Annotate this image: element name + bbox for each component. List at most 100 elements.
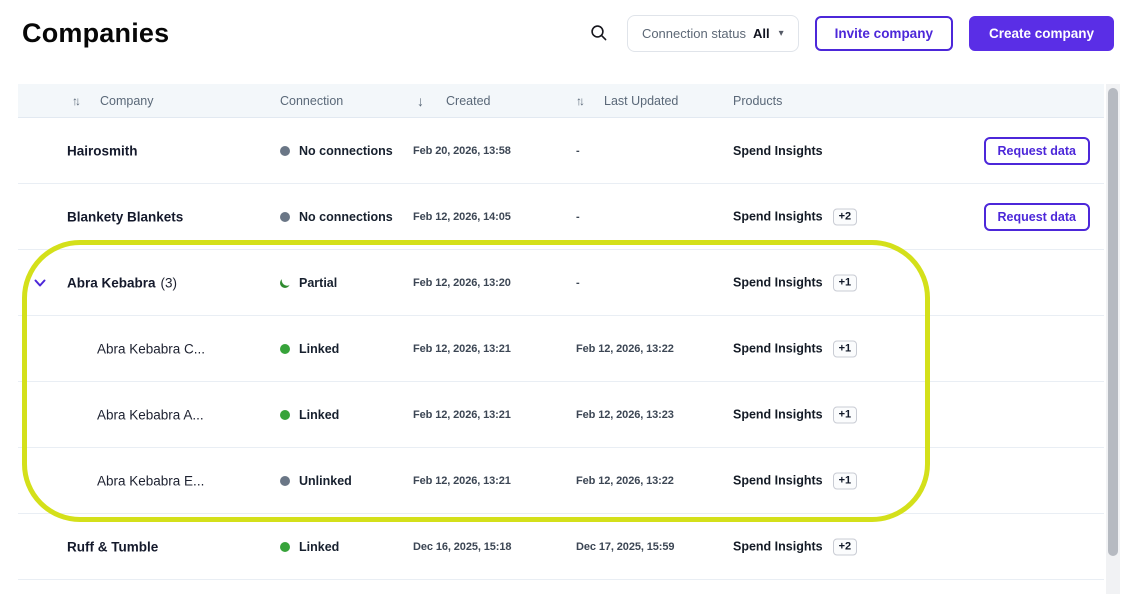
table-body: Hairosmith No connections Feb 20, 2026, …	[18, 118, 1104, 580]
created-date: Feb 12, 2026, 13:21	[413, 474, 511, 487]
last-updated-date: Feb 12, 2026, 13:23	[576, 408, 674, 421]
last-updated-date: -	[576, 276, 580, 289]
page-title: Companies	[22, 17, 170, 48]
product-name: Spend Insights	[733, 209, 823, 224]
created-date: Feb 12, 2026, 13:20	[413, 276, 511, 289]
search-button[interactable]	[587, 21, 611, 45]
company-name: Blankety Blankets	[67, 209, 184, 224]
products-cell: Spend Insights +1	[733, 340, 858, 357]
scrollbar-thumb[interactable]	[1108, 88, 1118, 556]
request-data-button[interactable]: Request data	[983, 136, 1090, 165]
company-name-cell: Abra Kebabra C...	[97, 341, 205, 356]
product-name: Spend Insights	[733, 341, 823, 356]
status-dot-icon	[280, 475, 290, 486]
table-header: ↑↓ Company Connection ↓ Created ↑↓ Last …	[18, 84, 1104, 118]
company-name: Abra Kebabra	[67, 275, 156, 290]
invite-company-button[interactable]: Invite company	[814, 15, 953, 51]
company-name: Hairosmith	[67, 143, 138, 158]
scrollbar[interactable]: ▲	[1106, 84, 1120, 594]
connection-status: Linked	[299, 539, 340, 554]
table-row[interactable]: Abra Kebabra E... Unlinked Feb 12, 2026,…	[18, 448, 1104, 514]
action-cell: Request data	[983, 202, 1090, 231]
products-cell: Spend Insights +1	[733, 472, 858, 489]
table-row[interactable]: Abra Kebabra C... Linked Feb 12, 2026, 1…	[18, 316, 1104, 382]
connection-cell: No connections	[280, 144, 393, 158]
company-name: Abra Kebabra C...	[97, 341, 206, 356]
status-dot-icon	[280, 343, 290, 354]
connection-status-filter[interactable]: Connection status All ▾	[626, 14, 799, 52]
connection-status: No connections	[299, 209, 393, 224]
request-data-button[interactable]: Request data	[983, 202, 1090, 231]
connection-cell: Linked	[280, 342, 339, 356]
last-updated-date: -	[576, 144, 580, 157]
sort-icon-created[interactable]: ↓	[417, 92, 424, 109]
filter-label: Connection status	[641, 25, 747, 41]
column-header-connection: Connection	[280, 93, 344, 108]
products-cell: Spend Insights +2	[733, 208, 858, 225]
table-row[interactable]: Blankety Blankets No connections Feb 12,…	[18, 184, 1104, 250]
company-name: Ruff & Tumble	[67, 539, 159, 554]
products-extra-badge: +2	[832, 208, 858, 225]
products-cell: Spend Insights	[733, 144, 823, 158]
company-name: Abra Kebabra A...	[97, 407, 204, 422]
column-header-products: Products	[733, 93, 783, 108]
status-dot-icon	[280, 409, 290, 420]
last-updated-date: -	[576, 210, 580, 223]
product-name: Spend Insights	[733, 473, 823, 488]
action-cell: Request data	[983, 136, 1090, 165]
last-updated-date: Feb 12, 2026, 13:22	[576, 342, 674, 355]
products-extra-badge: +1	[832, 340, 858, 357]
products-extra-badge: +1	[832, 274, 858, 291]
connection-status: Partial	[299, 275, 338, 290]
table-row[interactable]: Abra Kebabra A... Linked Feb 12, 2026, 1…	[18, 382, 1104, 448]
connection-status: Linked	[299, 341, 340, 356]
status-dot-icon	[280, 277, 290, 288]
products-extra-badge: +2	[832, 538, 858, 555]
products-cell: Spend Insights +1	[733, 274, 858, 291]
connection-status: No connections	[299, 143, 393, 158]
company-child-count: (3)	[160, 275, 178, 290]
last-updated-date: Feb 12, 2026, 13:22	[576, 474, 674, 487]
connection-status: Linked	[299, 407, 340, 422]
filter-value: All	[753, 25, 770, 41]
connection-cell: Partial	[280, 276, 337, 290]
product-name: Spend Insights	[733, 275, 823, 290]
companies-table: ↑↓ Company Connection ↓ Created ↑↓ Last …	[18, 84, 1104, 580]
column-header-created[interactable]: Created	[446, 93, 491, 108]
sort-icon-company[interactable]: ↑↓	[72, 93, 81, 108]
status-dot-icon	[280, 541, 290, 552]
products-extra-badge: +1	[832, 472, 858, 489]
sort-icon-last-updated[interactable]: ↑↓	[576, 93, 585, 108]
products-cell: Spend Insights +1	[733, 406, 858, 423]
product-name: Spend Insights	[733, 539, 823, 554]
company-name-cell: Hairosmith	[67, 143, 138, 158]
chevron-down-icon: ▾	[778, 27, 784, 39]
table-row[interactable]: Ruff & Tumble Linked Dec 16, 2025, 15:18…	[18, 514, 1104, 580]
products-extra-badge: +1	[832, 406, 858, 423]
product-name: Spend Insights	[733, 407, 823, 422]
search-icon	[591, 25, 607, 41]
company-name-cell: Abra Kebabra E...	[97, 473, 204, 488]
expand-chevron-icon[interactable]	[33, 276, 47, 290]
created-date: Feb 12, 2026, 13:21	[413, 408, 511, 421]
connection-cell: Linked	[280, 408, 339, 422]
column-header-company[interactable]: Company	[100, 93, 154, 108]
created-date: Feb 12, 2026, 13:21	[413, 342, 511, 355]
page-header: Companies Connection status All ▾ Invite…	[0, 0, 1127, 62]
company-name-cell: Abra Kebabra (3)	[67, 275, 177, 290]
table-row[interactable]: Abra Kebabra (3) Partial Feb 12, 2026, 13…	[18, 250, 1104, 316]
status-dot-icon	[280, 211, 290, 222]
connection-status: Unlinked	[299, 473, 352, 488]
company-name: Abra Kebabra E...	[97, 473, 205, 488]
company-name-cell: Abra Kebabra A...	[97, 407, 204, 422]
column-header-last-updated[interactable]: Last Updated	[604, 93, 679, 108]
last-updated-date: Dec 17, 2025, 15:59	[576, 540, 675, 553]
create-company-button[interactable]: Create company	[968, 15, 1114, 51]
created-date: Feb 12, 2026, 14:05	[413, 210, 511, 223]
header-actions: Connection status All ▾ Invite company C…	[587, 14, 1114, 52]
company-name-cell: Blankety Blankets	[67, 209, 183, 224]
connection-cell: Unlinked	[280, 474, 352, 488]
table-row[interactable]: Hairosmith No connections Feb 20, 2026, …	[18, 118, 1104, 184]
status-dot-icon	[280, 145, 290, 156]
